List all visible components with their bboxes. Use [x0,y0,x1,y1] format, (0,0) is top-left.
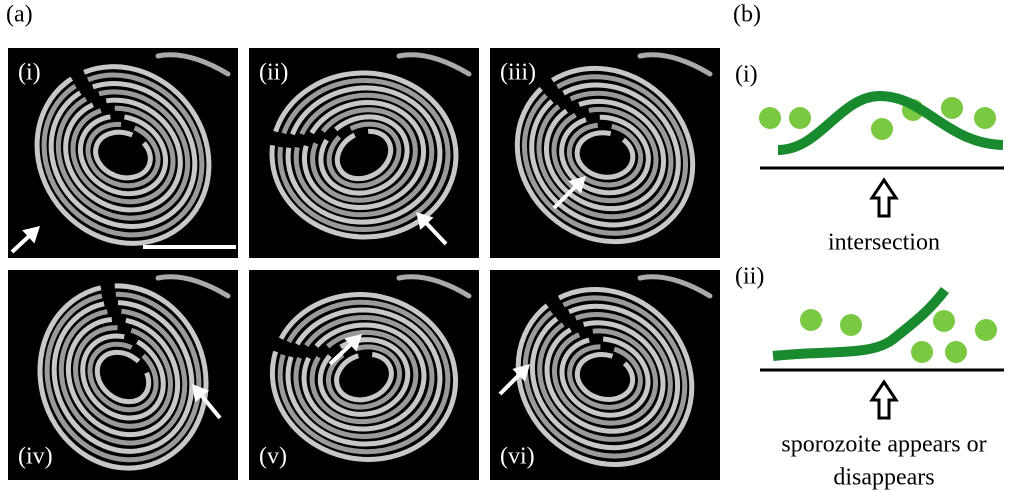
diagram-label: (ii) [735,264,764,290]
image-label: (iv) [18,444,53,470]
caption: sporozoite appears or [781,432,986,458]
particle [975,319,997,341]
image-label: (iii) [500,60,536,86]
particle [974,107,996,129]
micrograph: (i) [2,32,245,278]
image-label: (ii) [259,60,288,86]
micrograph: (iv) [8,264,238,490]
particle [911,341,933,363]
particle [789,107,811,129]
caption: intersection [828,230,940,256]
particle [945,341,967,363]
panel-label: (a) [6,2,33,28]
particle [871,118,893,140]
image-label: (v) [259,444,287,470]
micrograph: (vi) [482,254,727,492]
micrograph: (ii) [249,48,479,258]
particle [933,310,955,332]
particle [800,309,822,331]
figure: (a) (b) (i) (ii) (iii) (iv) (v) (vi) (i) inters… [0,0,1010,492]
image-label: (vi) [500,444,535,470]
micrograph: (v) [249,270,479,480]
particle [759,107,781,129]
particle [840,314,862,336]
diagram-label: (i) [735,62,758,88]
panel-label: (b) [733,2,761,28]
micrograph: (iii) [482,33,728,278]
image-label: (i) [18,60,41,86]
caption: disappears [833,465,934,491]
indicator-arrow [872,180,896,216]
indicator-arrow [872,382,896,418]
particle [941,97,963,119]
